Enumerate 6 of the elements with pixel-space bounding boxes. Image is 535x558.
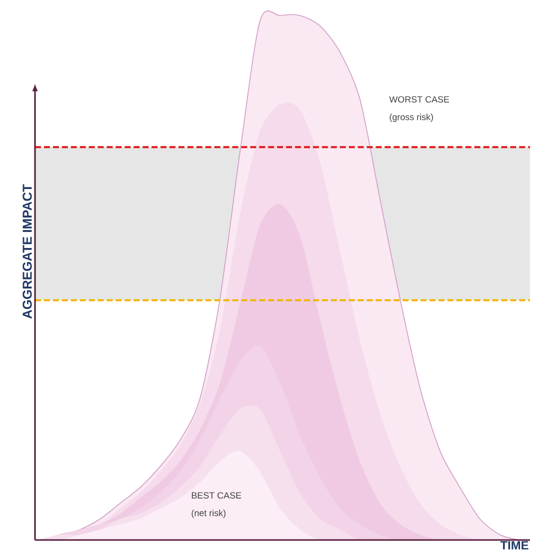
annotation: BEST CASE <box>192 492 242 499</box>
x-axis-title: TIME <box>500 541 528 550</box>
annotation: (gross risk) <box>390 114 433 122</box>
y-axis-title: AGGREGATE IMPACT <box>22 184 32 319</box>
annotation: WORST CASE <box>389 96 450 103</box>
annotation: (net risk) <box>192 510 226 518</box>
